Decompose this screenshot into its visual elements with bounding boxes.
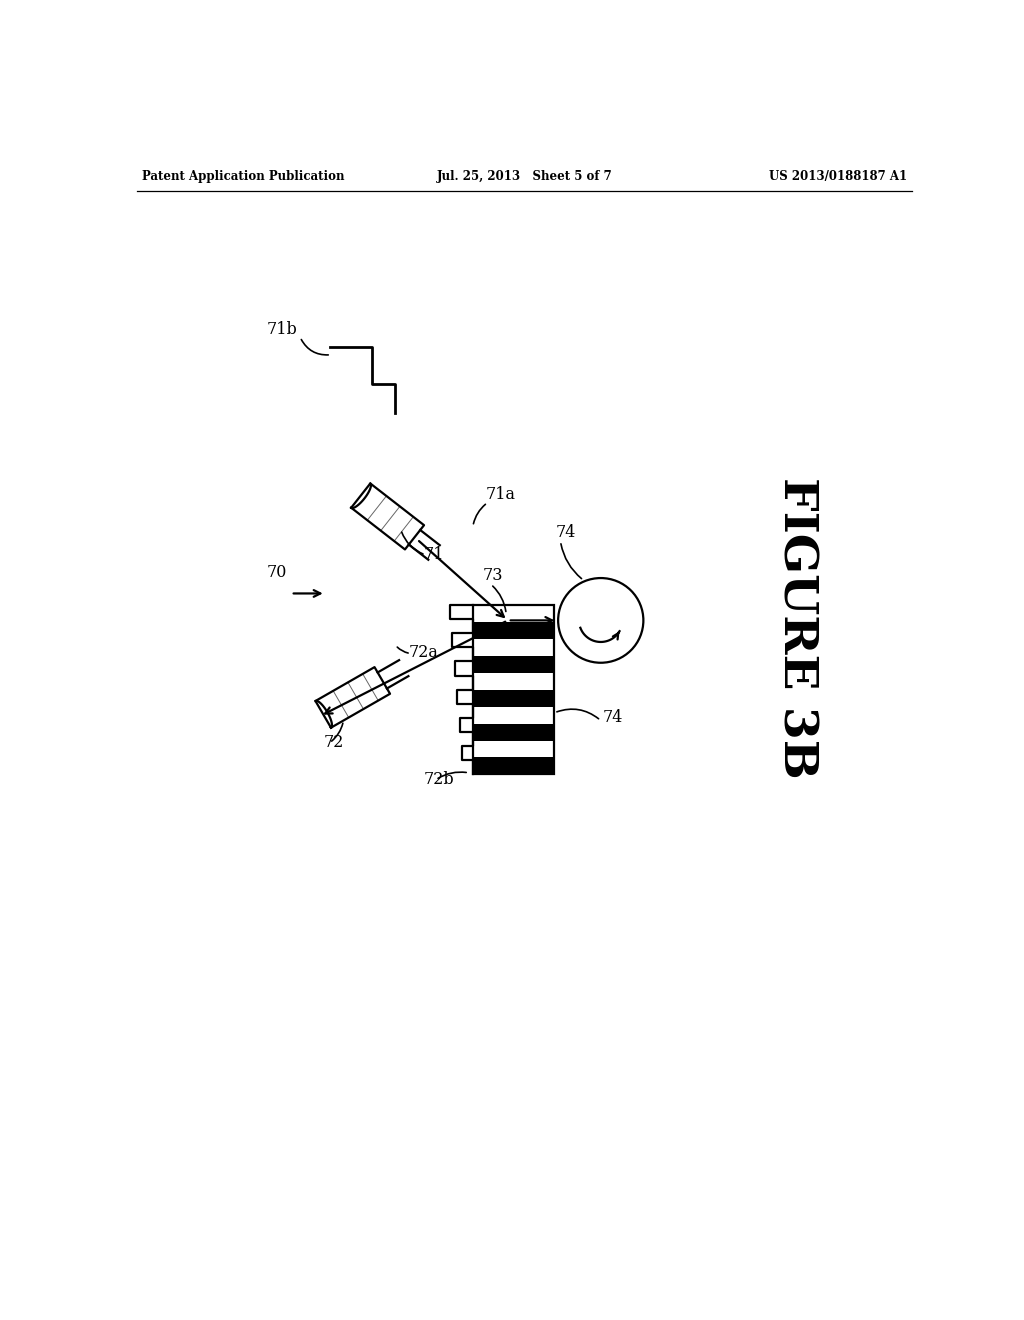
Text: 71b: 71b bbox=[266, 321, 297, 338]
Bar bbox=[473, 758, 554, 775]
Text: Jul. 25, 2013   Sheet 5 of 7: Jul. 25, 2013 Sheet 5 of 7 bbox=[437, 170, 612, 183]
Text: 72: 72 bbox=[324, 734, 344, 751]
Text: 72a: 72a bbox=[409, 644, 438, 661]
Text: 73: 73 bbox=[483, 568, 504, 585]
Text: 74: 74 bbox=[602, 709, 623, 726]
Bar bbox=[473, 706, 554, 723]
Bar bbox=[473, 605, 554, 775]
Bar bbox=[473, 723, 554, 741]
Bar bbox=[473, 622, 554, 639]
Bar bbox=[473, 656, 554, 673]
Bar bbox=[473, 673, 554, 689]
Text: US 2013/0188187 A1: US 2013/0188187 A1 bbox=[769, 170, 907, 183]
Text: FIGURE 3B: FIGURE 3B bbox=[773, 478, 819, 779]
Text: 72b: 72b bbox=[424, 771, 455, 788]
Text: 71: 71 bbox=[424, 545, 444, 562]
Bar bbox=[473, 639, 554, 656]
Text: 70: 70 bbox=[266, 564, 287, 581]
Bar bbox=[473, 605, 554, 622]
Text: 71a: 71a bbox=[486, 486, 516, 503]
Text: 74: 74 bbox=[556, 524, 577, 541]
Bar bbox=[473, 690, 554, 706]
Bar bbox=[473, 741, 554, 758]
Text: Patent Application Publication: Patent Application Publication bbox=[142, 170, 344, 183]
